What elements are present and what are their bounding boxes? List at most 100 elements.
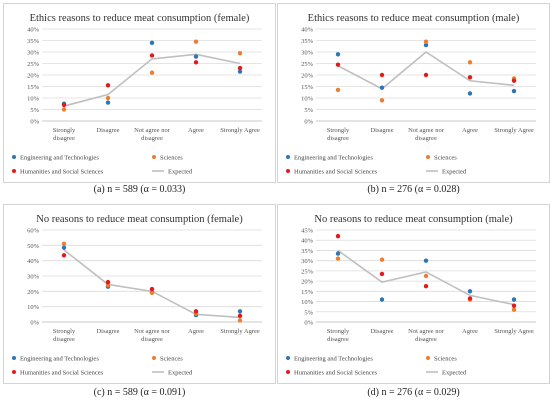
y-tick-label: 5% [30,107,39,114]
data-point [105,279,111,285]
data-point [105,100,111,105]
legend-swatch [286,169,290,173]
data-point [335,233,341,239]
y-tick-label: 40% [27,27,40,34]
legend-swatch [286,370,290,374]
data-point [511,78,517,83]
data-point [511,303,517,308]
data-point [379,257,385,262]
data-point [379,98,385,103]
data-point [237,69,243,74]
y-tick-label: 20% [27,73,40,80]
y-tick-label: 45% [301,228,314,235]
chart-panel-a: Ethics reasons to reduce meat consumptio… [3,3,276,183]
y-tick-label: 40% [301,238,314,245]
y-tick-label: 15% [27,84,40,91]
x-tick-label: Disagree [370,127,393,134]
chart-d: No reasons to reduce meat consumption (m… [286,214,536,377]
x-tick-label: Disagree [370,328,393,335]
legend-swatch [152,155,156,159]
x-tick-label: Not agree nor [408,328,445,335]
y-tick-label: 30% [301,50,314,57]
data-point [193,39,199,44]
y-tick-label: 60% [27,228,40,235]
expected-line [337,51,515,90]
legend-swatch [12,356,16,360]
legend-label: Engineering and Technologies [294,155,373,162]
x-tick-label: Strongly Agree [220,328,260,335]
chart-title: No reasons to reduce meat consumption (m… [314,214,513,225]
y-tick-label: 10% [27,304,40,311]
data-point [379,297,385,302]
data-point [237,318,243,323]
data-point [423,273,429,279]
x-tick-label: Agree [188,127,204,134]
data-point [193,54,199,59]
y-tick-label: 20% [301,279,314,286]
data-point [237,313,243,319]
data-point [467,296,473,301]
data-point [467,60,473,65]
y-tick-label: 30% [301,258,314,265]
chart-title: No reasons to reduce meat consumption (f… [36,214,243,225]
data-point [149,290,155,296]
y-tick-label: 5% [304,309,313,316]
expected-line [337,249,515,306]
x-tick-label: Strongly Agree [494,127,534,134]
y-tick-label: 25% [301,61,314,68]
data-point [237,65,243,71]
x-tick-label: Strongly [53,127,76,134]
y-tick-label: 10% [27,96,40,103]
legend-label: Engineering and Technologies [294,356,373,363]
legend-swatch [286,356,290,360]
x-tick-label: disagree [141,336,163,343]
legend-label: Expected [442,370,467,377]
x-tick-label: Disagree [96,127,119,134]
data-point [423,284,429,289]
y-tick-label: 0% [30,320,39,327]
caption-a: (a) n = 589 (α = 0.033) [93,184,186,195]
y-tick-label: 25% [27,61,40,68]
data-point [335,52,341,57]
data-point [105,95,111,101]
data-point [105,283,111,288]
y-tick-label: 30% [27,50,40,57]
y-tick-label: 15% [301,289,314,296]
data-point [61,253,67,258]
y-tick-label: 35% [301,38,314,45]
legend-swatch [12,370,16,374]
data-point [511,297,517,302]
legend-label: Sciences [160,356,183,363]
x-tick-label: disagree [327,135,349,142]
x-tick-label: disagree [415,135,437,142]
legend-label: Humanities and Social Sciences [294,169,378,176]
y-tick-label: 10% [301,299,314,306]
legend-label: Humanities and Social Sciences [294,370,378,377]
y-tick-label: 20% [27,289,40,296]
chart-a: Ethics reasons to reduce meat consumptio… [12,13,262,176]
data-point [105,83,111,88]
data-point [379,85,385,90]
legend-label: Humanities and Social Sciences [20,169,104,176]
data-point [379,72,385,78]
caption-c: (c) n = 589 (α = 0.091) [93,387,186,398]
data-point [61,245,67,250]
x-tick-label: Strongly [327,328,350,335]
data-point [61,107,67,112]
x-tick-label: disagree [53,336,75,343]
x-tick-label: Strongly [53,328,76,335]
data-point [193,309,199,314]
legend-swatch [152,356,156,360]
legend-label: Expected [168,370,193,377]
y-tick-label: 10% [301,96,314,103]
y-tick-label: 20% [301,73,314,80]
y-tick-label: 35% [301,248,314,255]
y-tick-label: 0% [304,119,313,126]
legend-swatch [286,155,290,159]
x-tick-label: Strongly Agree [220,127,260,134]
y-tick-label: 5% [304,107,313,114]
caption-b: (b) n = 276 (α = 0.028) [367,184,460,195]
data-point [467,91,473,96]
data-point [61,102,67,108]
x-tick-label: Agree [462,127,478,134]
